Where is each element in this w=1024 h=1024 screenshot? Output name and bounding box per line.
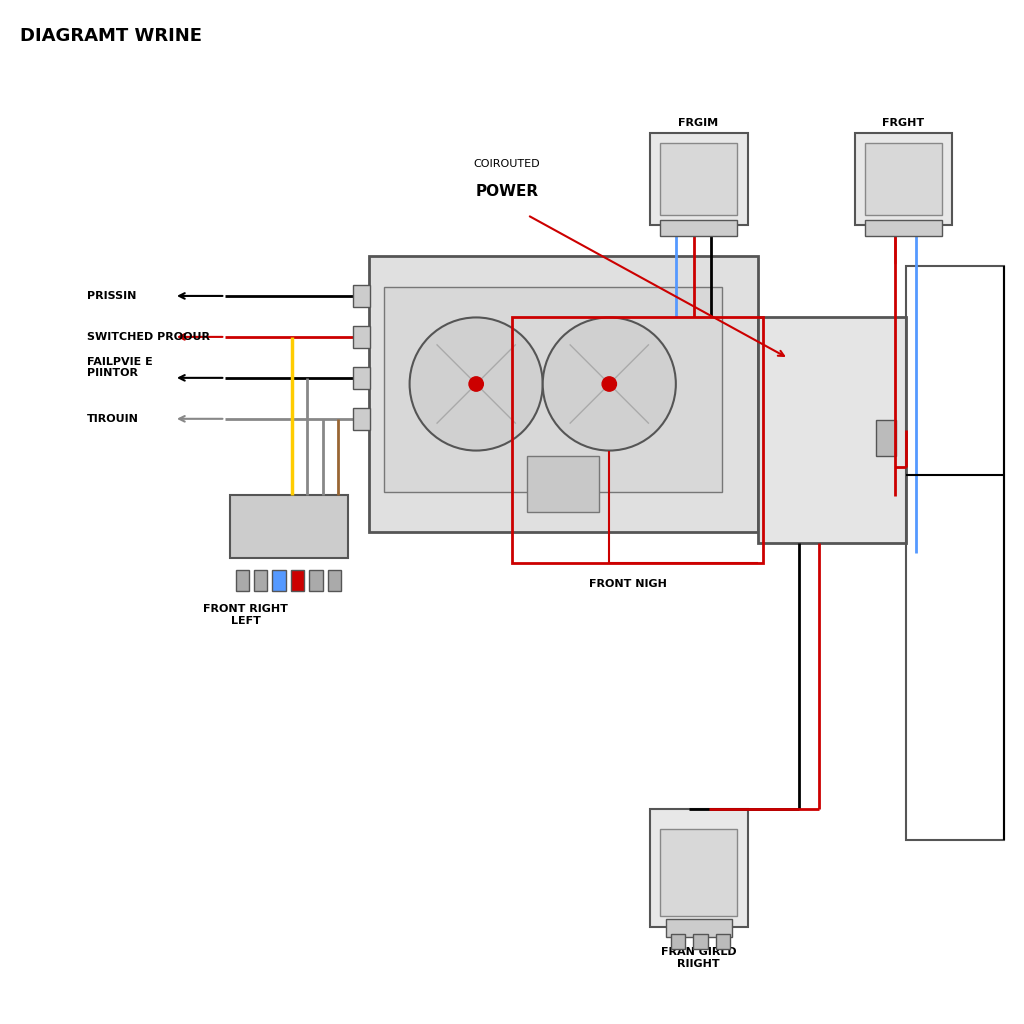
Bar bbox=[353, 326, 370, 348]
Bar bbox=[369, 256, 758, 532]
Bar bbox=[758, 317, 906, 543]
Bar bbox=[716, 934, 730, 949]
Text: POWER: POWER bbox=[475, 184, 539, 200]
Text: FRGIM: FRGIM bbox=[678, 118, 719, 128]
Text: SWITCHED PROOUR: SWITCHED PROOUR bbox=[87, 332, 210, 342]
Circle shape bbox=[410, 317, 543, 451]
Bar bbox=[666, 919, 732, 937]
Bar bbox=[865, 143, 942, 215]
Bar bbox=[671, 934, 685, 949]
Bar bbox=[660, 220, 737, 236]
Bar bbox=[650, 809, 748, 927]
Text: FAILPVIE E
PIINTOR: FAILPVIE E PIINTOR bbox=[87, 356, 153, 379]
Bar bbox=[855, 133, 952, 225]
Bar bbox=[660, 143, 737, 215]
Text: COIROUTED: COIROUTED bbox=[473, 159, 541, 169]
Bar bbox=[272, 570, 286, 591]
Bar bbox=[660, 829, 737, 916]
Bar bbox=[876, 420, 896, 456]
Bar bbox=[291, 570, 304, 591]
Text: FRONT RIGHT
LEFT: FRONT RIGHT LEFT bbox=[204, 604, 288, 626]
Bar bbox=[309, 570, 323, 591]
Text: FRAN GIRLD
RIIGHT: FRAN GIRLD RIIGHT bbox=[660, 947, 736, 969]
Text: TIROUIN: TIROUIN bbox=[87, 414, 139, 424]
Bar bbox=[353, 285, 370, 307]
Bar bbox=[230, 495, 348, 558]
Text: PRISSIN: PRISSIN bbox=[87, 291, 136, 301]
Bar bbox=[512, 317, 763, 563]
Circle shape bbox=[469, 377, 483, 391]
Bar bbox=[236, 570, 249, 591]
Text: FRONT NIGH: FRONT NIGH bbox=[589, 579, 667, 589]
Bar bbox=[693, 934, 708, 949]
Bar bbox=[906, 266, 1004, 840]
Bar bbox=[384, 287, 722, 492]
Bar bbox=[254, 570, 267, 591]
Bar bbox=[328, 570, 341, 591]
Bar bbox=[650, 133, 748, 225]
Circle shape bbox=[543, 317, 676, 451]
Text: FRGHT: FRGHT bbox=[882, 118, 925, 128]
Circle shape bbox=[602, 377, 616, 391]
Text: DIAGRAMT WRINE: DIAGRAMT WRINE bbox=[20, 27, 203, 45]
Bar bbox=[353, 367, 370, 389]
Bar bbox=[865, 220, 942, 236]
Bar bbox=[527, 456, 599, 512]
Bar bbox=[353, 408, 370, 430]
